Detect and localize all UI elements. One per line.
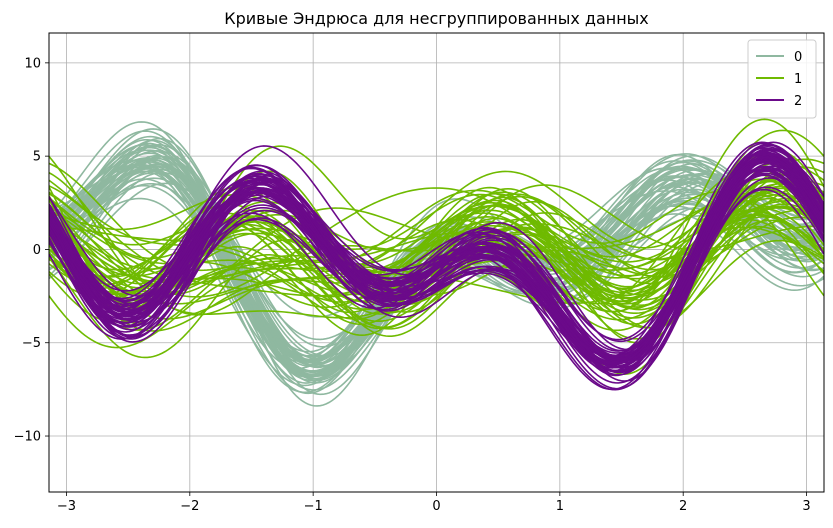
curve-series-2 xyxy=(49,153,824,372)
x-tick-label: 3 xyxy=(802,499,810,514)
chart-title: Кривые Эндрюса для несгруппированных дан… xyxy=(224,9,649,28)
y-tick-label: 5 xyxy=(33,150,41,165)
curve-series-0 xyxy=(49,168,824,376)
x-tick-label: −1 xyxy=(304,499,323,514)
y-tick-label: −10 xyxy=(14,430,41,445)
legend: 0 1 2 xyxy=(747,39,817,119)
curve-series-2 xyxy=(49,152,824,341)
x-tick-label: −2 xyxy=(180,499,199,514)
x-tick-label: −3 xyxy=(57,499,76,514)
y-tick-label: 10 xyxy=(24,56,41,71)
curve-series-2 xyxy=(49,168,824,357)
legend-label-1: 1 xyxy=(794,72,802,87)
y-tick-label: 0 xyxy=(33,243,41,258)
legend-label-2: 2 xyxy=(794,94,802,109)
x-tick-label: 0 xyxy=(432,499,440,514)
curves xyxy=(49,118,824,407)
x-tick-label: 1 xyxy=(556,499,564,514)
curve-series-2 xyxy=(49,160,824,361)
y-tick-label: −5 xyxy=(22,336,41,351)
series-2 xyxy=(49,141,824,391)
curve-series-2 xyxy=(49,159,824,364)
legend-label-0: 0 xyxy=(794,50,802,65)
x-tick-label: 2 xyxy=(679,499,687,514)
curve-series-1 xyxy=(49,189,824,349)
